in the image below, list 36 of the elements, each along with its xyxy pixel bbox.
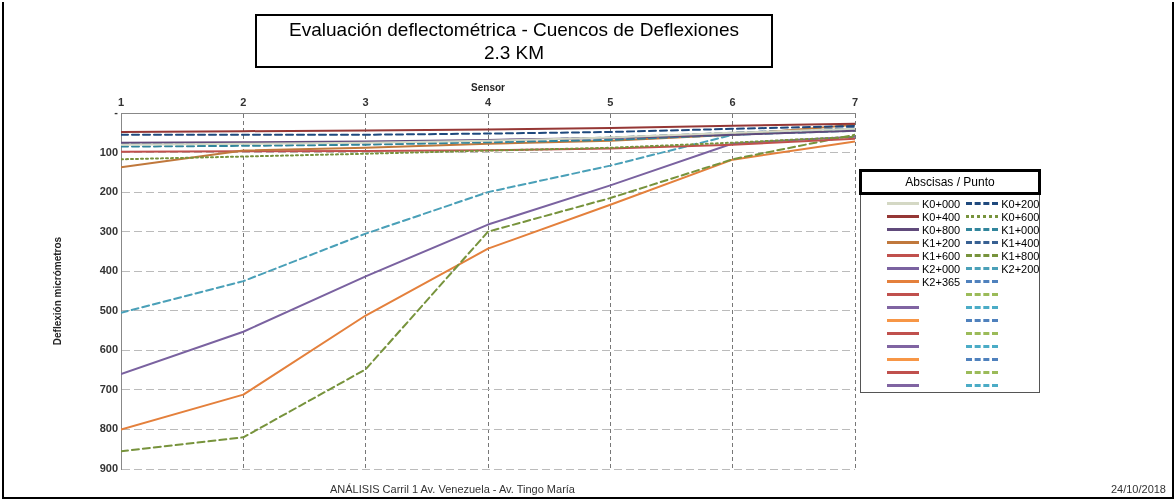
x-tick-label: 4 bbox=[484, 96, 492, 109]
text: ANÁLISIS Carril 1 Av. Venezuela - Av. Tingo María bbox=[330, 483, 575, 495]
legend-label: K2+365 bbox=[922, 275, 961, 288]
legend-label: K1+000 bbox=[1001, 223, 1040, 236]
text: 24/10/2018 bbox=[1110, 483, 1166, 495]
legend-label: K1+200 bbox=[922, 236, 961, 249]
legend-label: K0+000 bbox=[922, 197, 961, 210]
legend-label: K1+800 bbox=[1001, 249, 1040, 262]
x-tick-label: 2 bbox=[240, 96, 247, 109]
legend-label: K1+400 bbox=[1001, 236, 1040, 249]
legend-title: Abscisas / Punto bbox=[859, 169, 1041, 195]
legend-label: K0+200 bbox=[1001, 197, 1040, 210]
y-tick-label: 900 bbox=[99, 462, 118, 475]
x-tick-label: 6 bbox=[729, 96, 736, 109]
y-tick-label: - bbox=[114, 106, 119, 119]
legend-label: K0+800 bbox=[922, 223, 961, 236]
chart-title: Evaluación deflectométrica - Cuencos de Deflexiones 2.3 KM bbox=[255, 14, 773, 68]
y-tick-label: 400 bbox=[99, 264, 118, 277]
y-tick-label: 300 bbox=[99, 224, 118, 237]
x-tick-label: 7 bbox=[851, 96, 859, 109]
y-tick-label: 200 bbox=[99, 185, 118, 198]
x-axis-title: Sensor bbox=[471, 81, 506, 93]
legend-label: K1+600 bbox=[922, 249, 961, 262]
x-tick-label: 5 bbox=[607, 96, 614, 109]
x-tick-label: 3 bbox=[362, 96, 369, 109]
legend-label: K2+000 bbox=[922, 262, 961, 275]
y-axis-title: Deflexión micrómetros bbox=[51, 236, 63, 346]
y-tick-label: 100 bbox=[99, 145, 118, 158]
y-tick-label: 500 bbox=[99, 303, 118, 316]
y-tick-label: 800 bbox=[99, 422, 118, 435]
y-tick-label: 600 bbox=[99, 343, 118, 356]
x-tick-label: 1 bbox=[117, 96, 125, 109]
legend-label: K2+200 bbox=[1001, 262, 1040, 275]
legend-label: K0+600 bbox=[1001, 210, 1040, 223]
y-tick-label: 700 bbox=[99, 382, 118, 395]
legend-label: K0+400 bbox=[922, 210, 961, 223]
